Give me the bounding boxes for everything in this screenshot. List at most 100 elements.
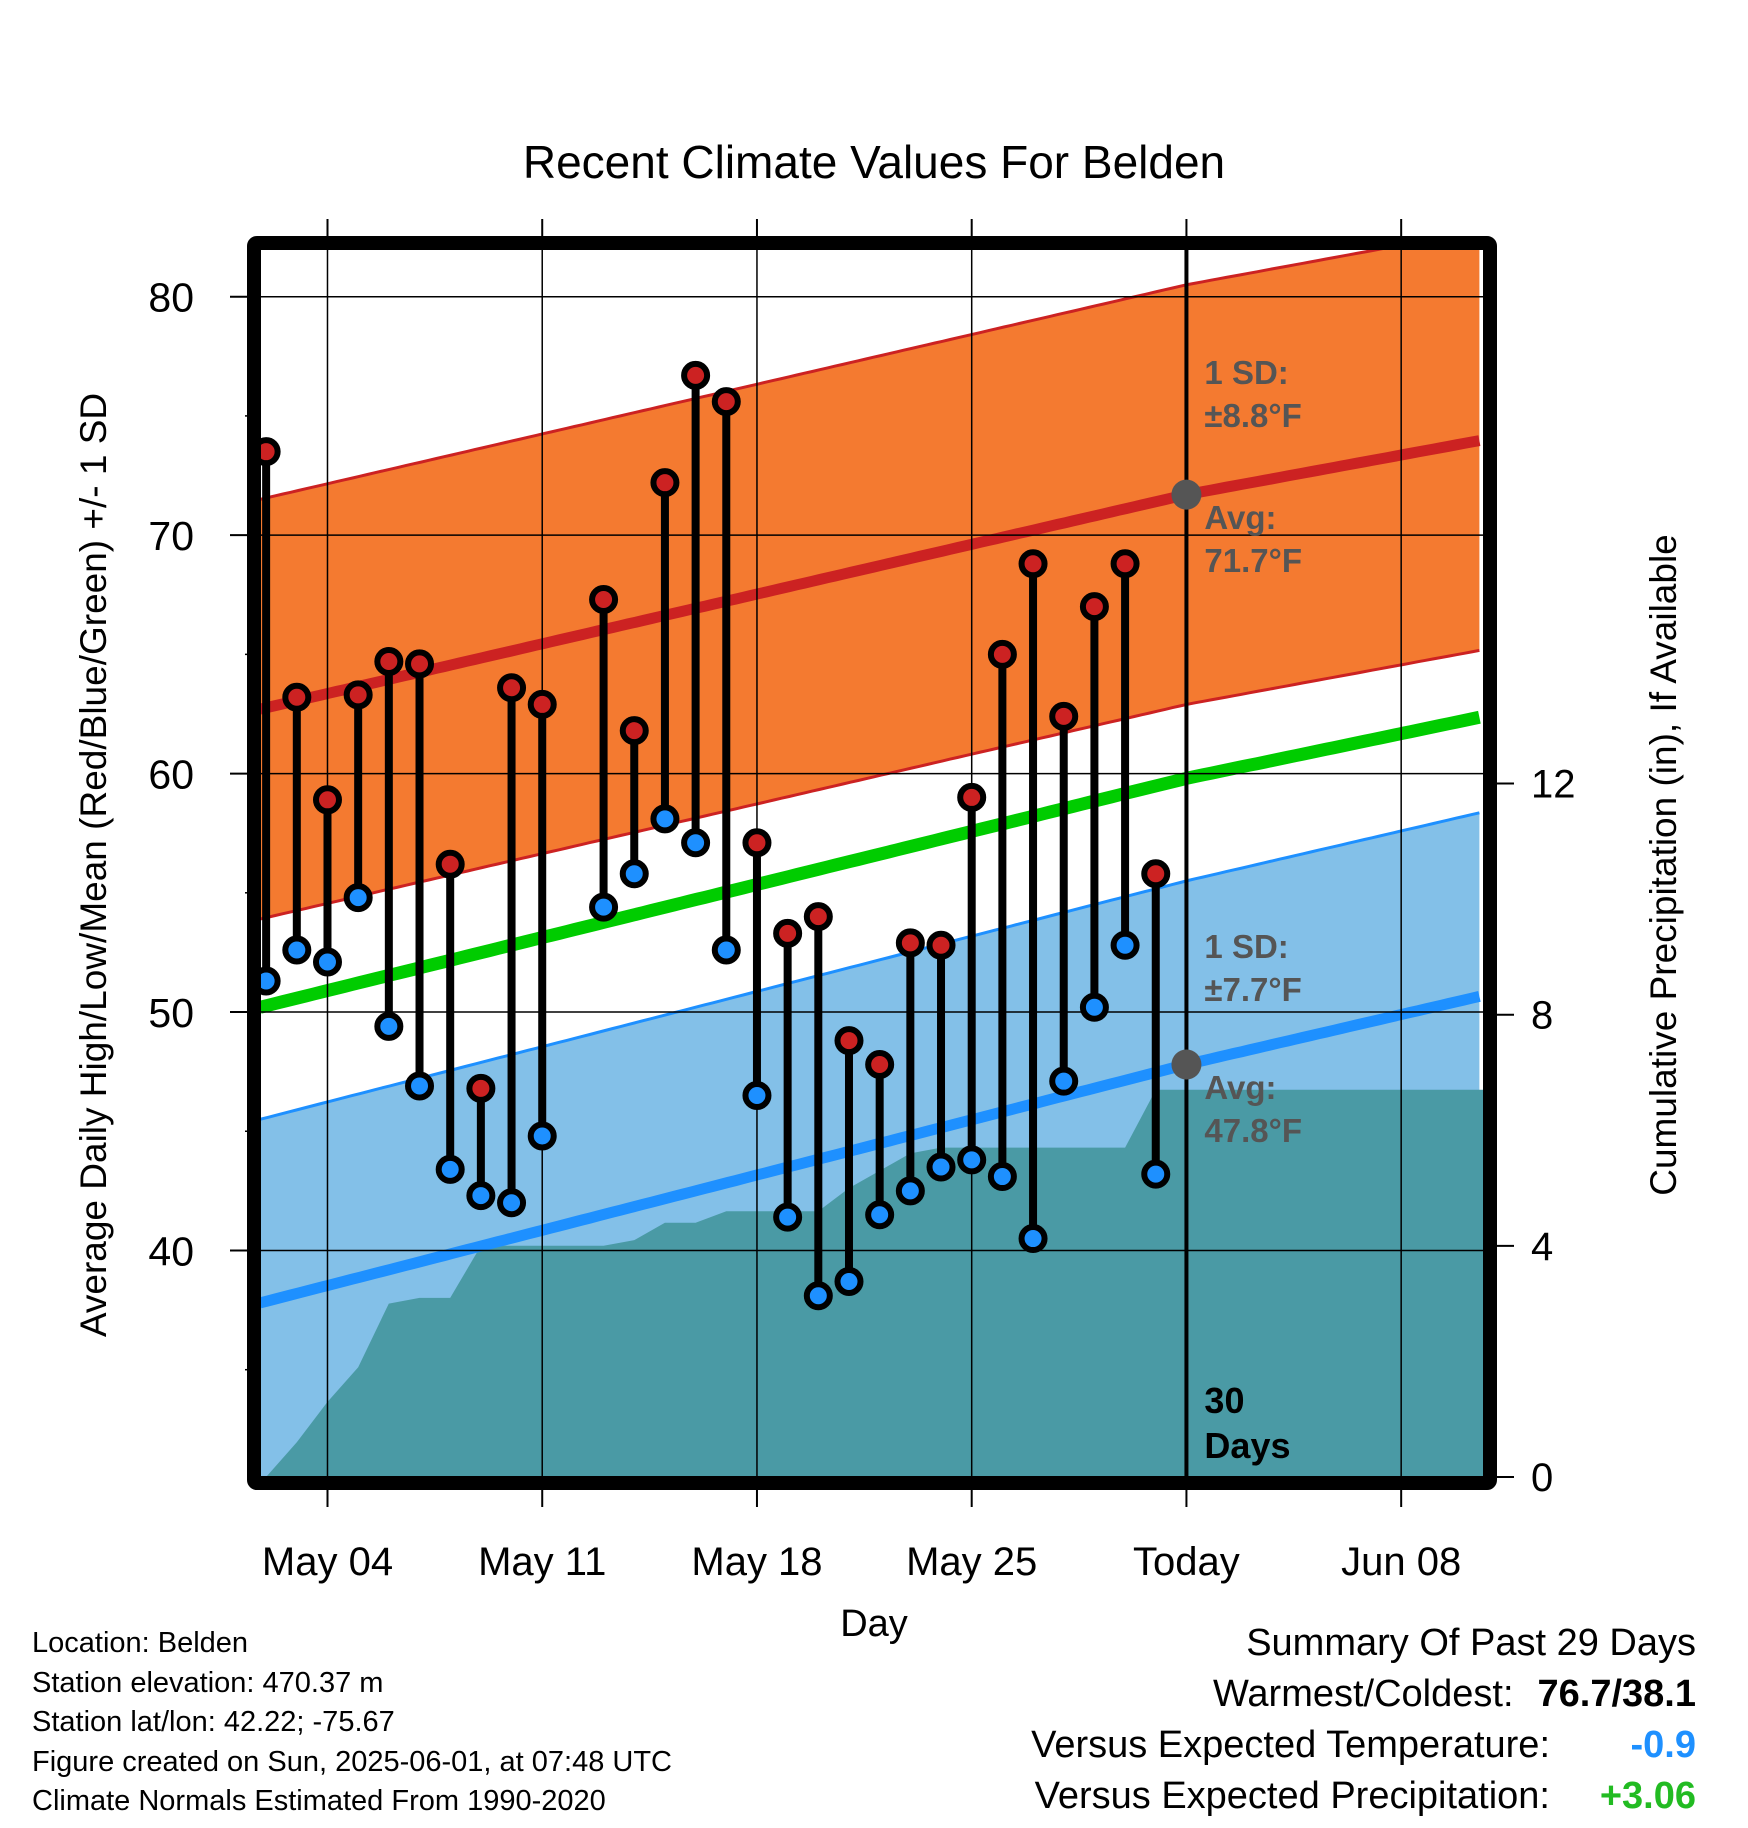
high-dot (773, 918, 803, 948)
low-avg-label: Avg: (1204, 1069, 1276, 1106)
created-text: Figure created on Sun, 2025-06-01, at 07… (32, 1745, 672, 1778)
high-dot (1141, 859, 1171, 889)
x-tick-label: May 18 (691, 1540, 822, 1584)
y-tick-label: 50 (148, 990, 194, 1036)
y2-tick-label: 0 (1531, 1456, 1553, 1500)
y-tick-label: 80 (148, 275, 194, 321)
low-dot (1079, 992, 1109, 1022)
low-dot (405, 1071, 435, 1101)
high-sd-band (260, 249, 1480, 919)
x-tick-label: May 11 (478, 1540, 606, 1584)
warm-cold-value: 76.7/38.1 (1537, 1673, 1696, 1715)
y2-tick-label: 12 (1531, 763, 1576, 807)
plot-frame (247, 236, 1497, 1490)
high-dot (1079, 592, 1109, 622)
low-dot (466, 1181, 496, 1211)
temp-row: Versus Expected Temperature: -0.9 (1031, 1720, 1696, 1771)
high-dot (405, 649, 435, 679)
days-word: Days (1204, 1425, 1290, 1466)
y2-tick-label: 8 (1531, 994, 1553, 1038)
axes: 40 50 60 70 80 0 4 8 12 May 04 May 11 May 18 May 25 T… (148, 219, 1576, 1584)
low-dot (527, 1121, 557, 1151)
high-dot (374, 647, 404, 677)
high-dot (466, 1073, 496, 1103)
y-tick-label: 60 (148, 752, 194, 798)
mean-normal-line (260, 710, 1481, 1014)
high-dot (435, 849, 465, 879)
low-dot (260, 966, 281, 996)
high-dot (834, 1026, 864, 1056)
low-sd-upper-edge (260, 811, 1480, 1121)
low-dot (834, 1266, 864, 1296)
low-dot (681, 828, 711, 858)
today-high-avg-dot (1171, 479, 1202, 510)
high-avg-value: 71.7°F (1204, 542, 1302, 579)
x-tick-label: May 04 (262, 1540, 393, 1584)
high-dot (343, 680, 373, 710)
high-dot (1049, 701, 1079, 731)
high-dot (742, 828, 772, 858)
location-text: Location: Belden (32, 1627, 249, 1659)
x-tick-label: Today (1133, 1540, 1240, 1584)
latlon-text: Station lat/lon: 42.22; -75.67 (32, 1706, 395, 1738)
summary-heading: Summary Of Past 29 Days (1246, 1622, 1696, 1664)
elevation-text: Station elevation: 470.37 m (32, 1666, 384, 1699)
low-dot (865, 1200, 895, 1230)
high-dot (987, 639, 1017, 669)
low-dot (895, 1176, 925, 1206)
precip-area (266, 1089, 1484, 1477)
low-sd-value: ±7.7°F (1204, 971, 1301, 1008)
temp-label: Versus Expected Temperature: (1031, 1724, 1550, 1766)
warm-cold-label: Warmest/Coldest: (1212, 1673, 1514, 1715)
low-dot (803, 1281, 833, 1311)
high-avg-label: Avg: (1204, 499, 1276, 536)
high-dot (650, 468, 680, 498)
low-dot (926, 1152, 956, 1182)
low-dot (435, 1154, 465, 1184)
x-tick-label: Jun 08 (1341, 1540, 1461, 1584)
low-dot (343, 883, 373, 913)
precip-label: Versus Expected Precipitation: (1034, 1775, 1550, 1817)
high-dot (260, 437, 281, 467)
low-dot (1018, 1224, 1048, 1254)
y2-tick-label: 4 (1531, 1225, 1553, 1269)
precip-value: +3.06 (1599, 1775, 1696, 1817)
low-dot (987, 1162, 1017, 1192)
high-dot (282, 682, 312, 712)
low-dot (711, 935, 741, 965)
low-dot (773, 1202, 803, 1232)
plot-area: 1 SD: ±8.8°F Avg: 71.7°F 1 SD: ±7.7°F Avg: 47.8… (260, 249, 1484, 1477)
station-info: Location: Belden Station elevation: 470.… (32, 1624, 672, 1822)
x-tick-label: May 25 (906, 1540, 1037, 1584)
y-tick-label: 70 (148, 513, 194, 559)
high-normal-line (260, 435, 1481, 715)
low-dot (742, 1080, 772, 1110)
low-avg-value: 47.8°F (1204, 1112, 1302, 1149)
x-axis-label: Day (840, 1603, 908, 1645)
chart-title: Recent Climate Values For Belden (523, 136, 1225, 188)
low-dot (497, 1188, 527, 1218)
low-dot (282, 935, 312, 965)
y-tick-label: 40 (148, 1228, 194, 1274)
high-dot (926, 930, 956, 960)
high-dot (681, 360, 711, 390)
high-sd-label: 1 SD: (1204, 354, 1288, 391)
high-sd-lower-edge (260, 648, 1480, 921)
high-dot (312, 785, 342, 815)
high-dot (619, 716, 649, 746)
y-axis-label: Average Daily High/Low/Mean (Red/Blue/Gr… (73, 393, 114, 1337)
high-dot (803, 902, 833, 932)
low-dot (374, 1011, 404, 1041)
high-dot (1018, 549, 1048, 579)
high-sd-upper-edge (260, 249, 1389, 501)
high-dot (711, 387, 741, 417)
high-dot (895, 928, 925, 958)
high-dot (527, 689, 557, 719)
low-dot (957, 1145, 987, 1175)
normals-text: Climate Normals Estimated From 1990-2020 (32, 1785, 606, 1817)
low-dot (1049, 1066, 1079, 1096)
high-dot (1110, 549, 1140, 579)
high-dot (865, 1049, 895, 1079)
summary-panel: Summary Of Past 29 Days Warmest/Coldest:… (1031, 1618, 1696, 1822)
low-sd-label: 1 SD: (1204, 928, 1288, 965)
